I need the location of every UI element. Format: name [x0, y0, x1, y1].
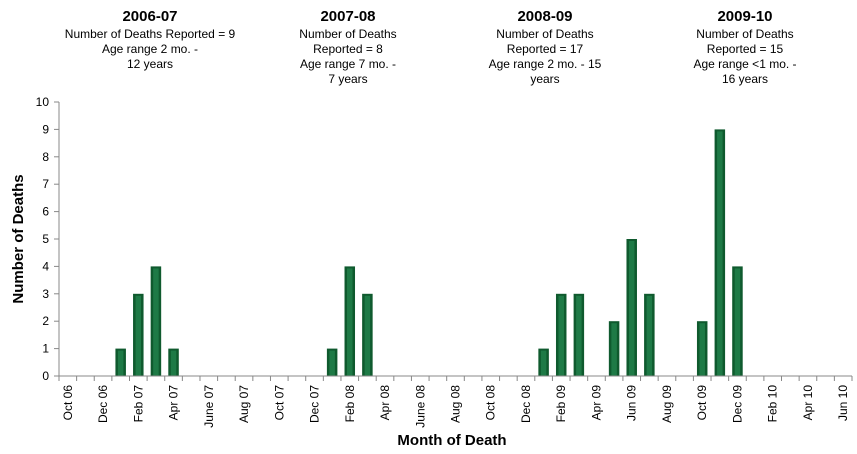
x-tick-label: Aug 08 — [449, 385, 463, 423]
bar-fill — [364, 295, 371, 376]
x-tick-label: Dec 06 — [96, 385, 110, 423]
bar-fill — [558, 295, 564, 376]
y-tick-label: 4 — [42, 259, 49, 273]
x-tick-label: June 08 — [413, 385, 427, 428]
season-note-line: Reported = 15 — [707, 42, 784, 56]
x-tick-label: Aug 07 — [237, 385, 251, 423]
x-tick-label: Feb 08 — [343, 385, 357, 423]
season-note-line: 12 years — [127, 57, 173, 71]
season-note-line: Number of Deaths — [696, 27, 793, 41]
x-tick-label: Apr 10 — [801, 385, 815, 421]
x-tick-label: Dec 08 — [519, 385, 533, 423]
x-tick-label: Apr 08 — [378, 385, 392, 421]
y-tick-label: 3 — [42, 287, 49, 301]
bar — [714, 129, 726, 376]
season-note-line: Number of Deaths — [299, 27, 396, 41]
y-axis-title: Number of Deaths — [10, 174, 27, 303]
season-note-line: 7 years — [328, 72, 367, 86]
bar-fill — [699, 323, 705, 376]
x-tick-label: Feb 10 — [766, 385, 780, 423]
x-axis-title: Month of Death — [397, 432, 506, 449]
y-axis: 0 1 2 3 4 5 6 7 8 9 10 — [36, 95, 60, 383]
y-tick-label: 5 — [42, 232, 49, 246]
y-tick-label: 2 — [42, 314, 49, 328]
x-axis: Oct 06 Dec 06 Feb 07 Apr 07 June 07 Aug 07 Oct… — [58, 375, 853, 428]
y-tick-label: 10 — [36, 95, 50, 109]
y-tick-label: 7 — [42, 177, 49, 191]
season-note-line: Age range 7 mo. - — [300, 57, 396, 71]
season-note-line: Number of Deaths Reported = 9 — [65, 27, 236, 41]
bar — [555, 293, 567, 376]
bar-fill — [153, 268, 159, 376]
bar — [626, 239, 637, 376]
bar — [608, 321, 620, 376]
season-note-line: Age range 2 mo. - — [102, 42, 198, 56]
bar-fill — [611, 323, 617, 376]
bar-fill — [540, 350, 547, 376]
bar — [168, 348, 179, 376]
y-tick-label: 1 — [42, 342, 49, 356]
bar-fill — [329, 350, 335, 376]
bar — [115, 348, 126, 376]
season-title: 2008-09 — [517, 8, 572, 25]
bar-fill — [628, 241, 635, 376]
bar-fill — [117, 350, 124, 376]
bar — [644, 293, 655, 376]
bar — [696, 321, 708, 376]
bar — [573, 293, 585, 376]
season-note-line: Reported = 17 — [507, 42, 584, 56]
season-note-line: 16 years — [722, 72, 768, 86]
bar — [133, 293, 144, 376]
x-tick-label: Feb 07 — [131, 385, 145, 423]
y-tick-label: 8 — [42, 150, 49, 164]
x-tick-label: Apr 09 — [589, 385, 603, 421]
bar-fill — [734, 268, 741, 376]
season-note-line: Number of Deaths — [496, 27, 593, 41]
season-annotation: 2006-07 Number of Deaths Reported = 9Age … — [65, 8, 236, 71]
season-title: 2007-08 — [320, 8, 375, 25]
y-tick-label: 0 — [42, 369, 49, 383]
season-note-line: Age range 2 mo. - 15 — [489, 57, 602, 71]
x-tick-label: Apr 07 — [167, 385, 181, 421]
bar — [538, 348, 549, 376]
season-title: 2006-07 — [122, 8, 177, 25]
bars — [115, 129, 743, 376]
bar — [150, 266, 162, 376]
season-note-line: Reported = 8 — [313, 42, 383, 56]
y-tick-label: 6 — [42, 205, 49, 219]
bar — [362, 293, 373, 376]
bar — [326, 348, 338, 376]
bar — [732, 266, 743, 376]
x-tick-label: Oct 06 — [61, 385, 75, 421]
x-tick-label: Oct 07 — [272, 385, 286, 421]
x-tick-label: June 07 — [202, 385, 216, 428]
x-tick-label: Oct 09 — [695, 385, 709, 421]
x-tick-label: Jun 10 — [836, 385, 850, 421]
bar-fill — [576, 295, 582, 376]
bar-fill — [135, 295, 142, 376]
x-tick-label: Jun 09 — [625, 385, 639, 421]
bar-fill — [717, 131, 723, 376]
x-tick-label: Oct 08 — [484, 385, 498, 421]
x-tick-label: Feb 09 — [554, 385, 568, 423]
x-tick-label: Dec 09 — [730, 385, 744, 423]
y-tick-label: 9 — [42, 122, 49, 136]
bar — [344, 266, 356, 376]
season-note-line: Age range <1 mo. - — [693, 57, 796, 71]
x-tick-label: Dec 07 — [308, 385, 322, 423]
bar-fill — [170, 350, 177, 376]
season-note-line: years — [530, 72, 559, 86]
bar-fill — [347, 268, 353, 376]
x-tick-label: Aug 09 — [660, 385, 674, 423]
season-title: 2009-10 — [717, 8, 772, 25]
bar-fill — [646, 295, 653, 376]
